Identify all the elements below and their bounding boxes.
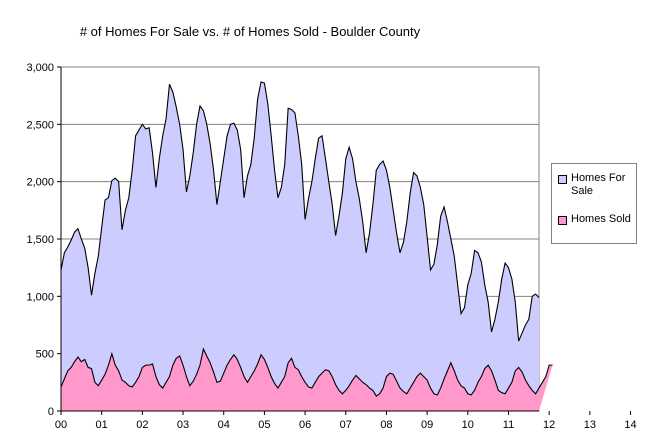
legend-item-homes-sold: Homes Sold: [558, 213, 633, 226]
x-tick-label: 01: [96, 419, 108, 431]
x-tick-label: 02: [136, 419, 148, 431]
x-tick-label: 05: [258, 419, 270, 431]
y-tick-label: 500: [36, 349, 54, 361]
legend-label-homes-sold: Homes Sold: [571, 213, 631, 225]
x-tick-label: 09: [421, 419, 433, 431]
y-tick-label: 3,000: [26, 62, 54, 74]
legend-swatch-homes-for-sale: [558, 175, 567, 184]
series-line-homes-for-sale: [60, 81, 540, 342]
y-tick-label: 1,500: [26, 234, 54, 246]
x-tick-label: 14: [624, 419, 636, 431]
x-tick-label: 10: [462, 419, 474, 431]
chart-title: # of Homes For Sale vs. # of Homes Sold …: [79, 24, 421, 39]
axes: 0 500 1,000 1,500 2,000 2,500 3,000 00 01 02 03 04 0…: [26, 62, 636, 431]
legend: Homes For Sale Homes Sold: [551, 163, 637, 244]
x-tick-label: 07: [340, 419, 352, 431]
y-tick-label: 2,000: [26, 177, 54, 189]
y-tick-label: 0: [48, 406, 54, 418]
series-area-homes-for-sale: [61, 81, 539, 411]
legend-swatch-homes-sold: [558, 216, 567, 225]
x-tick-label: 08: [380, 419, 392, 431]
series-line-homes-sold: [60, 347, 553, 397]
series-areas: [60, 81, 553, 411]
x-tick-label: 12: [543, 419, 555, 431]
x-tick-label: 13: [584, 419, 596, 431]
x-tick-label: 00: [55, 419, 67, 431]
y-tick-label: 1,000: [26, 291, 54, 303]
x-tick-label: 03: [177, 419, 189, 431]
x-tick-label: 11: [503, 419, 514, 431]
y-tick-label: 2,500: [26, 119, 54, 131]
legend-label-homes-for-sale: Homes For Sale: [571, 172, 626, 197]
x-tick-label: 06: [299, 419, 311, 431]
legend-item-homes-for-sale: Homes For Sale: [558, 172, 633, 198]
x-tick-label: 04: [218, 419, 230, 431]
series-area-homes-sold: [61, 349, 553, 411]
